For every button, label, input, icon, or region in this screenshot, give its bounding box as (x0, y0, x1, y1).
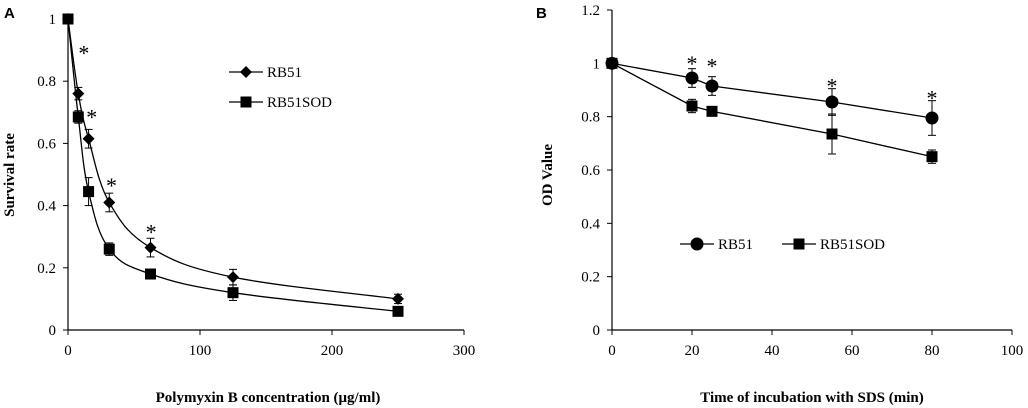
x-tick-label: 0 (64, 343, 72, 359)
y-tick-label: 0.8 (37, 74, 56, 90)
y-tick-label: 0.2 (37, 261, 56, 277)
x-tick-label: 80 (925, 343, 940, 359)
data-point-square (826, 128, 838, 140)
series-rb51sod (62, 13, 404, 317)
panel-b: B Time of incubation with SDS (min) OD V… (536, 3, 1023, 406)
x-tick-label: 200 (321, 343, 344, 359)
legend-marker-square (240, 96, 252, 108)
x-tick-label: 100 (189, 343, 212, 359)
significance-star: * (927, 86, 938, 111)
legend-label: RB51 (718, 237, 753, 253)
y-tick-label: 0 (49, 323, 57, 339)
data-point-circle (685, 71, 699, 85)
y-tick-label: 1 (593, 56, 601, 72)
x-tick-label: 100 (1001, 343, 1024, 359)
series-rb51sod (606, 57, 938, 164)
y-tick-label: 0.6 (581, 163, 600, 179)
data-point-square (145, 268, 156, 280)
data-point-diamond (103, 196, 116, 209)
data-point-square (686, 100, 698, 112)
series-line (67, 18, 399, 300)
data-point-circle (825, 95, 839, 109)
y-tick-label: 0.4 (581, 216, 600, 232)
legend-label: RB51SOD (267, 95, 332, 111)
y-tick-label: 0.4 (37, 199, 56, 215)
series-line (611, 62, 933, 119)
data-point-square (72, 111, 84, 123)
data-point-square (83, 186, 95, 198)
data-point-square (103, 243, 115, 255)
y-tick-label: 1 (49, 12, 57, 28)
significance-star: * (86, 104, 97, 129)
x-tick-label: 60 (845, 343, 860, 359)
panel-b-y-axis-title: OD Value (540, 144, 556, 206)
legend-marker-diamond (240, 66, 252, 78)
legend-marker-square (793, 238, 805, 250)
panel-a-y-axis-title: Survival rate (2, 133, 18, 217)
data-point-diamond (227, 271, 239, 284)
x-tick-label: 300 (453, 343, 476, 359)
panel-a: A Polymyxin B concentration (μg/ml) Surv… (2, 5, 475, 406)
panel-b-x-axis-title: Time of incubation with SDS (min) (700, 390, 924, 406)
legend: RB51 RB51SOD (229, 65, 332, 111)
x-tick-label: 20 (685, 343, 700, 359)
legend-label: RB51 (267, 65, 302, 81)
significance-star: * (78, 41, 89, 66)
panel-a-plot: 0 100 200 300 0 0.2 0.4 0.6 0.8 1 * * * * RB51 RB51SOD (37, 12, 475, 359)
legend-label: RB51SOD (820, 237, 885, 253)
series-rb51 (605, 56, 939, 136)
y-tick-label: 1.2 (581, 3, 600, 19)
y-tick-label: 0.2 (581, 270, 600, 286)
panel-b-letter: B (536, 5, 547, 22)
y-tick-label: 0.8 (581, 110, 600, 126)
series-rb51 (62, 13, 404, 305)
data-point-circle (925, 111, 939, 125)
data-point-square (62, 13, 74, 25)
data-point-square (227, 287, 239, 299)
significance-star: * (687, 51, 698, 76)
panel-a-x-axis-title: Polymyxin B concentration (μg/ml) (156, 390, 381, 406)
x-tick-label: 40 (765, 343, 780, 359)
series-line (67, 18, 399, 312)
data-point-square (706, 105, 718, 117)
panel-a-letter: A (4, 5, 15, 22)
data-point-diamond (144, 241, 157, 254)
y-tick-label: 0.6 (37, 136, 56, 152)
data-point-circle (705, 79, 719, 93)
data-point-square (926, 151, 938, 163)
significance-star: * (106, 173, 117, 198)
y-tick-label: 0 (593, 323, 601, 339)
data-point-diamond (392, 292, 404, 305)
data-point-square (392, 305, 404, 317)
significance-star: * (707, 54, 718, 79)
data-point-diamond (82, 132, 95, 145)
significance-star: * (146, 219, 157, 244)
data-point-diamond (72, 87, 85, 100)
legend-marker-circle (690, 237, 704, 251)
significance-star: * (827, 74, 838, 99)
legend: RB51 RB51SOD (680, 237, 885, 253)
data-point-square (606, 57, 618, 69)
x-tick-label: 0 (608, 343, 616, 359)
